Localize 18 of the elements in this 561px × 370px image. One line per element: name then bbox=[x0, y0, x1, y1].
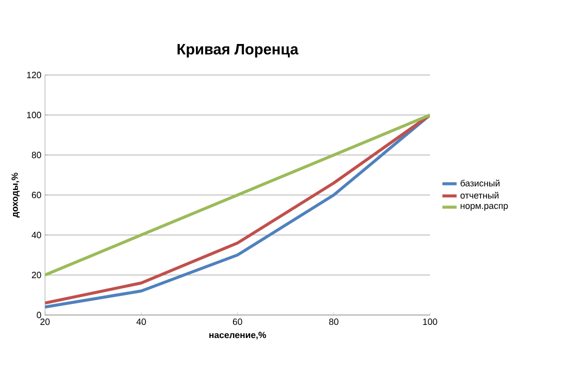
x-tick-label: 80 bbox=[329, 318, 338, 325]
x-tick-label: 60 bbox=[232, 318, 242, 325]
legend-label: базисный bbox=[460, 180, 500, 186]
x-tick-label: 20 bbox=[40, 318, 50, 325]
x-tick-label: 100 bbox=[423, 318, 438, 325]
x-tick-label: 40 bbox=[136, 318, 146, 325]
y-tick-label: 100 bbox=[27, 112, 42, 118]
legend-label: норм.распр bbox=[460, 204, 508, 211]
chart-title: Кривая Лоренца bbox=[178, 44, 299, 58]
y-tick-label: 40 bbox=[32, 232, 42, 238]
legend-label: отчетный bbox=[460, 192, 498, 199]
y-tick-label: 120 bbox=[27, 72, 42, 78]
y-tick-label: 0 bbox=[36, 312, 42, 318]
y-tick-label: 60 bbox=[32, 192, 42, 198]
y-tick-label: 80 bbox=[32, 152, 42, 158]
x-axis-title: население,% bbox=[209, 332, 266, 340]
y-axis-title: доходы,% bbox=[12, 172, 20, 218]
y-tick-label: 20 bbox=[32, 272, 42, 278]
